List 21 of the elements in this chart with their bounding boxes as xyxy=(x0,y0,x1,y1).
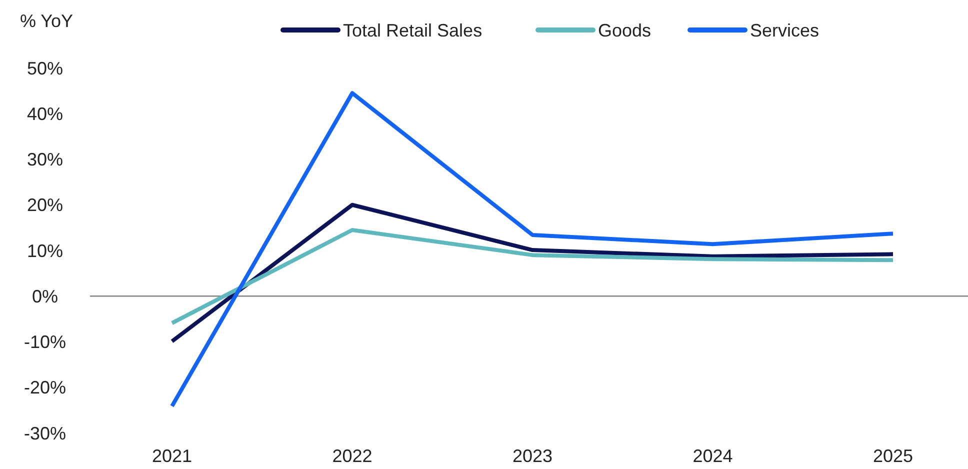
x-tick-label: 2021 xyxy=(152,446,192,466)
line-series xyxy=(170,202,895,344)
y-tick-label: 10% xyxy=(26,240,64,261)
x-tick-label: 2024 xyxy=(692,446,733,466)
x-tick-label: 2022 xyxy=(332,446,372,466)
y-tick-label: 40% xyxy=(26,104,64,124)
y-tick-label: -10% xyxy=(24,332,66,352)
x-tick-label: 2023 xyxy=(512,446,553,466)
x-tick-label: 2025 xyxy=(872,446,914,466)
y-axis-title: % YoY xyxy=(20,11,74,31)
y-tick-label: 30% xyxy=(26,150,64,170)
y-tick-label: -20% xyxy=(24,378,66,398)
line-series xyxy=(170,228,895,326)
y-tick-label: 0% xyxy=(32,286,58,306)
line-series xyxy=(170,91,895,408)
legend-label: Services xyxy=(750,20,820,40)
legend-label: Total Retail Sales xyxy=(343,20,482,40)
y-tick-label: 50% xyxy=(26,58,64,78)
legend-label: Goods xyxy=(598,20,652,40)
y-tick-label: -30% xyxy=(24,423,66,444)
y-tick-label: 20% xyxy=(26,195,64,216)
